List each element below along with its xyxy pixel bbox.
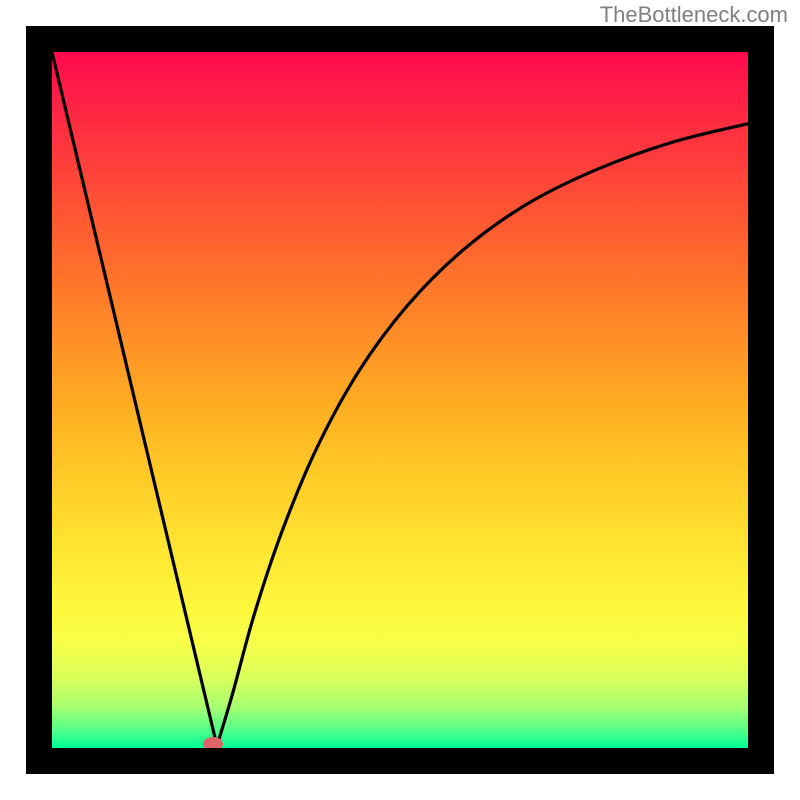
plot-area	[52, 52, 748, 748]
bottleneck-curve	[52, 52, 748, 748]
optimum-marker	[203, 737, 223, 748]
watermark-text: TheBottleneck.com	[600, 2, 788, 28]
plot-frame	[26, 26, 774, 774]
